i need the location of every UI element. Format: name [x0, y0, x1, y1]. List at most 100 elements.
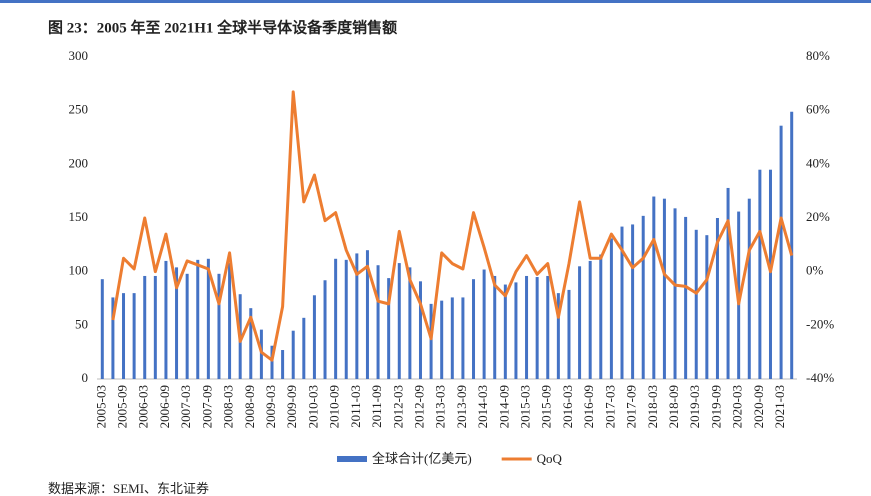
x-tick-label: 2011-03: [348, 385, 363, 428]
bar: [503, 284, 507, 379]
bar: [599, 254, 603, 379]
x-tick-label: 2010-03: [305, 385, 320, 428]
x-tick-label: 2015-09: [539, 385, 554, 428]
bar: [684, 216, 688, 379]
x-tick-label: 2019-09: [708, 385, 723, 428]
y-tick-label: 250: [69, 102, 89, 117]
y2-tick-label: 20%: [806, 209, 830, 224]
bar: [662, 198, 666, 379]
bar: [376, 265, 380, 379]
y2-tick-label: 0%: [806, 263, 824, 278]
bar: [525, 275, 529, 379]
bar: [418, 281, 422, 379]
bar: [143, 275, 147, 379]
bar: [779, 125, 783, 380]
bar: [440, 300, 444, 379]
bar: [122, 293, 126, 379]
bar: [493, 275, 497, 379]
y2-tick-label: -40%: [806, 370, 834, 385]
y2-tick-label: 80%: [806, 48, 830, 63]
bar: [482, 269, 486, 379]
top-rule: [0, 0, 871, 3]
x-tick-label: 2020-03: [730, 385, 745, 428]
bar: [291, 330, 295, 379]
bar: [185, 273, 189, 379]
bar: [694, 229, 698, 379]
bar: [726, 187, 730, 379]
bar: [217, 273, 221, 379]
bar: [546, 275, 550, 379]
x-tick-label: 2016-03: [560, 385, 575, 428]
y2-tick-label: 60%: [806, 102, 830, 117]
y-tick-label: 300: [69, 48, 89, 63]
chart-title: 图 23：2005 年至 2021H1 全球半导体设备季度销售额: [48, 18, 397, 36]
bar: [312, 295, 316, 379]
x-tick-label: 2015-03: [518, 385, 533, 428]
legend-label: 全球合计(亿美元): [372, 451, 472, 466]
bar: [387, 278, 391, 379]
bar: [641, 215, 645, 379]
bar: [153, 275, 157, 379]
bar: [249, 308, 253, 379]
bar: [397, 263, 401, 379]
x-tick-label: 2018-03: [645, 385, 660, 428]
bar: [620, 226, 624, 379]
bar: [132, 293, 136, 379]
line: [111, 90, 794, 362]
bar: [206, 258, 210, 379]
bar: [472, 279, 476, 379]
x-tick-label: 2014-03: [475, 385, 490, 428]
bar: [609, 238, 613, 379]
bar: [631, 224, 635, 379]
bar: [705, 235, 709, 379]
bar: [259, 329, 263, 379]
bar: [302, 317, 306, 379]
x-tick-label: 2020-09: [751, 385, 766, 428]
source: 数据来源：SEMI、东北证券: [48, 481, 209, 496]
bar: [747, 198, 751, 379]
x-tick-label: 2017-09: [624, 385, 639, 428]
x-tick-label: 2019-03: [687, 385, 702, 428]
bar: [334, 258, 338, 379]
bar: [429, 303, 433, 379]
bar: [535, 277, 539, 379]
y-tick-label: 150: [69, 209, 89, 224]
bar: [175, 267, 179, 379]
bar: [652, 196, 656, 379]
x-tick-label: 2012-09: [411, 385, 426, 428]
y2-tick-label: 40%: [806, 155, 830, 170]
bar: [270, 345, 274, 379]
y-tick-label: 50: [75, 316, 88, 331]
bar: [365, 250, 369, 379]
x-tick-label: 2016-09: [581, 385, 596, 428]
bar: [355, 253, 359, 379]
bar: [715, 218, 719, 379]
y-tick-label: 0: [82, 370, 89, 385]
bar: [588, 260, 592, 379]
bar: [578, 266, 582, 379]
bar: [514, 282, 518, 379]
bar: [461, 297, 465, 379]
x-tick-label: 2013-09: [454, 385, 469, 428]
bar: [164, 260, 168, 379]
bar: [100, 279, 104, 379]
x-tick-label: 2005-09: [114, 385, 129, 428]
legend-label: QoQ: [537, 451, 563, 466]
x-tick-label: 2017-03: [602, 385, 617, 428]
bar: [567, 289, 571, 379]
y-tick-label: 100: [69, 263, 89, 278]
bar: [790, 111, 794, 380]
x-tick-label: 2008-03: [221, 385, 236, 428]
x-tick-label: 2008-09: [242, 385, 257, 428]
y2-tick-label: -20%: [806, 316, 834, 331]
bar: [556, 293, 560, 379]
x-tick-label: 2007-03: [178, 385, 193, 428]
bar: [450, 297, 454, 379]
x-tick-label: 2010-09: [327, 385, 342, 428]
bar: [408, 267, 412, 379]
bar: [344, 259, 348, 379]
bar: [281, 350, 285, 379]
bar: [758, 169, 762, 379]
y-tick-label: 200: [69, 155, 89, 170]
